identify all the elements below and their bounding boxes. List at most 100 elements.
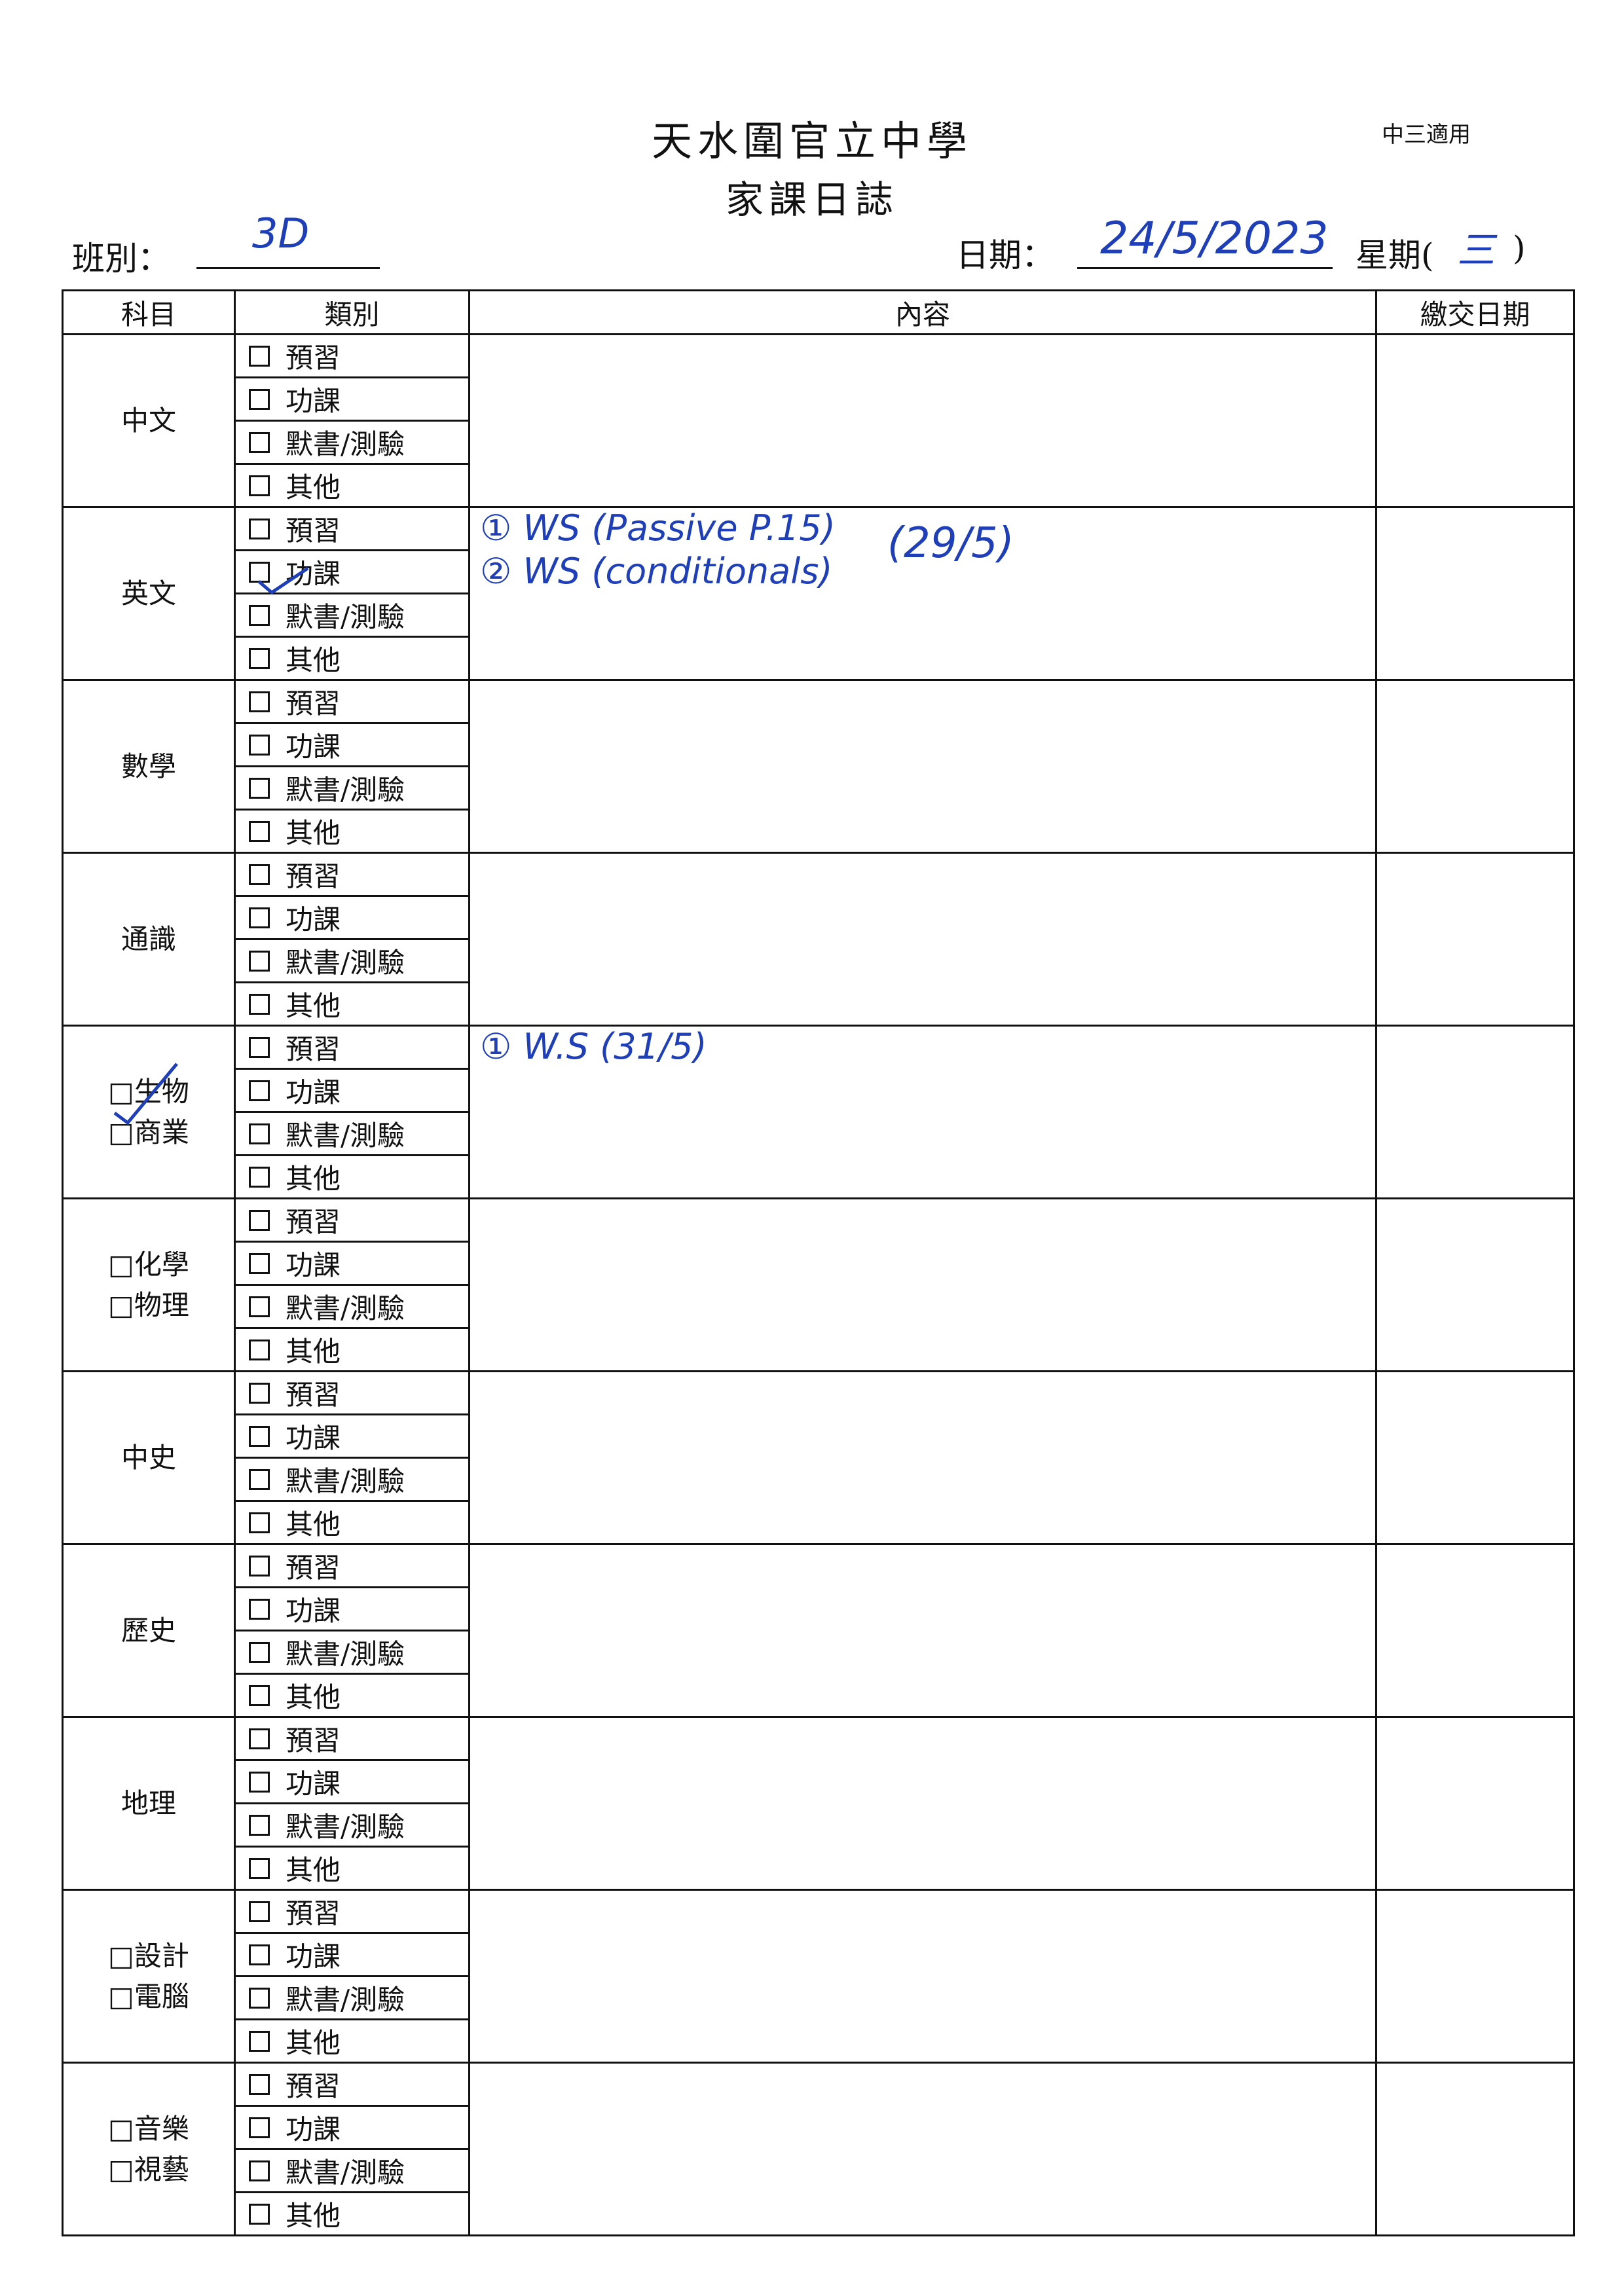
category-cell: 默書/測驗 xyxy=(234,1111,470,1156)
category-label: 其他 xyxy=(286,1163,341,1195)
checkbox xyxy=(249,2117,270,2138)
category-label: 預習 xyxy=(286,1897,341,1929)
category-label: 其他 xyxy=(286,2200,341,2232)
checkbox xyxy=(249,475,270,496)
checkbox xyxy=(249,1901,270,1922)
content-entry: ① W.S (31/5) xyxy=(480,1026,707,1067)
content-entry: ① WS (Passive P.15) xyxy=(480,507,836,549)
category-label: 預習 xyxy=(286,2070,341,2102)
checkbox xyxy=(249,518,270,539)
checkbox xyxy=(249,1166,270,1188)
category-label: 默書/測驗 xyxy=(286,428,405,460)
subject-name: □電腦 xyxy=(108,1980,189,2013)
subject-name: □物理 xyxy=(108,1288,189,1321)
checkbox xyxy=(249,345,270,367)
category-label: 其他 xyxy=(286,2027,341,2059)
checkbox xyxy=(249,1123,270,1144)
checkbox xyxy=(249,734,270,756)
category-label: 功課 xyxy=(286,1768,341,1800)
category-label: 功課 xyxy=(286,1249,341,1281)
category-label: 默書/測驗 xyxy=(286,1465,405,1497)
category-label: 其他 xyxy=(286,1854,341,1886)
checkbox xyxy=(249,1036,270,1058)
content-note: (29/5) xyxy=(887,519,1014,568)
category-label: 預習 xyxy=(286,687,341,720)
checkbox xyxy=(249,1685,270,1706)
category-label: 預習 xyxy=(286,1552,341,1584)
category-label: 默書/測驗 xyxy=(286,947,405,979)
category-label: 其他 xyxy=(286,644,341,676)
checkbox xyxy=(249,647,270,669)
category-label: 預習 xyxy=(286,1379,341,1411)
checkbox xyxy=(249,820,270,842)
checkbox xyxy=(249,1944,270,1965)
category-label: 功課 xyxy=(286,903,341,936)
checkbox xyxy=(249,1468,270,1490)
category-label: 默書/測驗 xyxy=(286,1292,405,1324)
category-label: 其他 xyxy=(286,1681,341,1713)
checkbox xyxy=(249,950,270,972)
subject-name: 通識 xyxy=(120,922,176,955)
category-label: 預習 xyxy=(286,860,341,892)
category-label: 默書/測驗 xyxy=(286,1638,405,1670)
checkbox xyxy=(249,1339,270,1360)
hand-tick xyxy=(257,566,309,595)
checkbox xyxy=(249,1857,270,1879)
subject-name: □音樂 xyxy=(108,2112,189,2145)
weekday-label: 星期( xyxy=(1356,236,1434,274)
form-title: 家課日誌 xyxy=(725,177,898,222)
class-underline xyxy=(196,267,380,269)
category-label: 功課 xyxy=(286,1595,341,1627)
category-label: 功課 xyxy=(286,558,341,590)
category-label: 預習 xyxy=(286,342,341,374)
checkbox xyxy=(249,431,270,453)
category-label: 預習 xyxy=(286,1724,341,1757)
category-label: 其他 xyxy=(286,1508,341,1540)
checkbox xyxy=(249,907,270,928)
category-label: 預習 xyxy=(286,515,341,547)
checkbox xyxy=(249,1512,270,1533)
class-value: 3D xyxy=(252,210,310,257)
checkbox xyxy=(249,1987,270,2009)
checkbox xyxy=(249,2160,270,2181)
checkbox xyxy=(249,1382,270,1404)
checkbox xyxy=(249,1814,270,1836)
subject-name: □化學 xyxy=(108,1248,189,1281)
category-label: 默書/測驗 xyxy=(286,2157,405,2189)
checkbox xyxy=(249,1209,270,1231)
subject-name: 歷史 xyxy=(120,1614,176,1647)
subject-name: □商業 xyxy=(108,1116,189,1148)
checkbox xyxy=(249,2073,270,2095)
date-label: 日期： xyxy=(956,236,1054,274)
checkbox xyxy=(249,691,270,712)
hand-tick xyxy=(113,1063,178,1125)
category-label: 默書/測驗 xyxy=(286,1984,405,2016)
weekday-close: ) xyxy=(1513,229,1526,267)
category-label: 功課 xyxy=(286,1941,341,1973)
category-label: 其他 xyxy=(286,471,341,503)
category-label: 默書/測驗 xyxy=(286,601,405,633)
category-label: 默書/測驗 xyxy=(286,1120,405,1152)
checkbox xyxy=(249,1728,270,1749)
school-name: 天水圍官立中學 xyxy=(651,117,972,165)
checkbox xyxy=(249,1296,270,1317)
category-label: 功課 xyxy=(286,2113,341,2145)
category-label: 功課 xyxy=(286,1076,341,1108)
checkbox xyxy=(249,1425,270,1447)
subject-name: 中文 xyxy=(120,404,176,437)
checkbox xyxy=(249,864,270,885)
checkbox xyxy=(249,604,270,626)
checkbox xyxy=(249,993,270,1015)
checkbox xyxy=(249,2203,270,2225)
date-underline xyxy=(1077,267,1333,269)
weekday-value: 三 xyxy=(1457,228,1496,272)
subject-name: 英文 xyxy=(120,577,176,610)
checkbox xyxy=(249,388,270,410)
form-note: 中三適用 xyxy=(1382,122,1471,148)
subject-name: □設計 xyxy=(108,1939,189,1972)
checkbox xyxy=(249,1080,270,1101)
subject-cell: □音樂 □視藝 xyxy=(62,2062,236,2236)
subject-cell: □化學 □物理 xyxy=(62,1197,236,1372)
